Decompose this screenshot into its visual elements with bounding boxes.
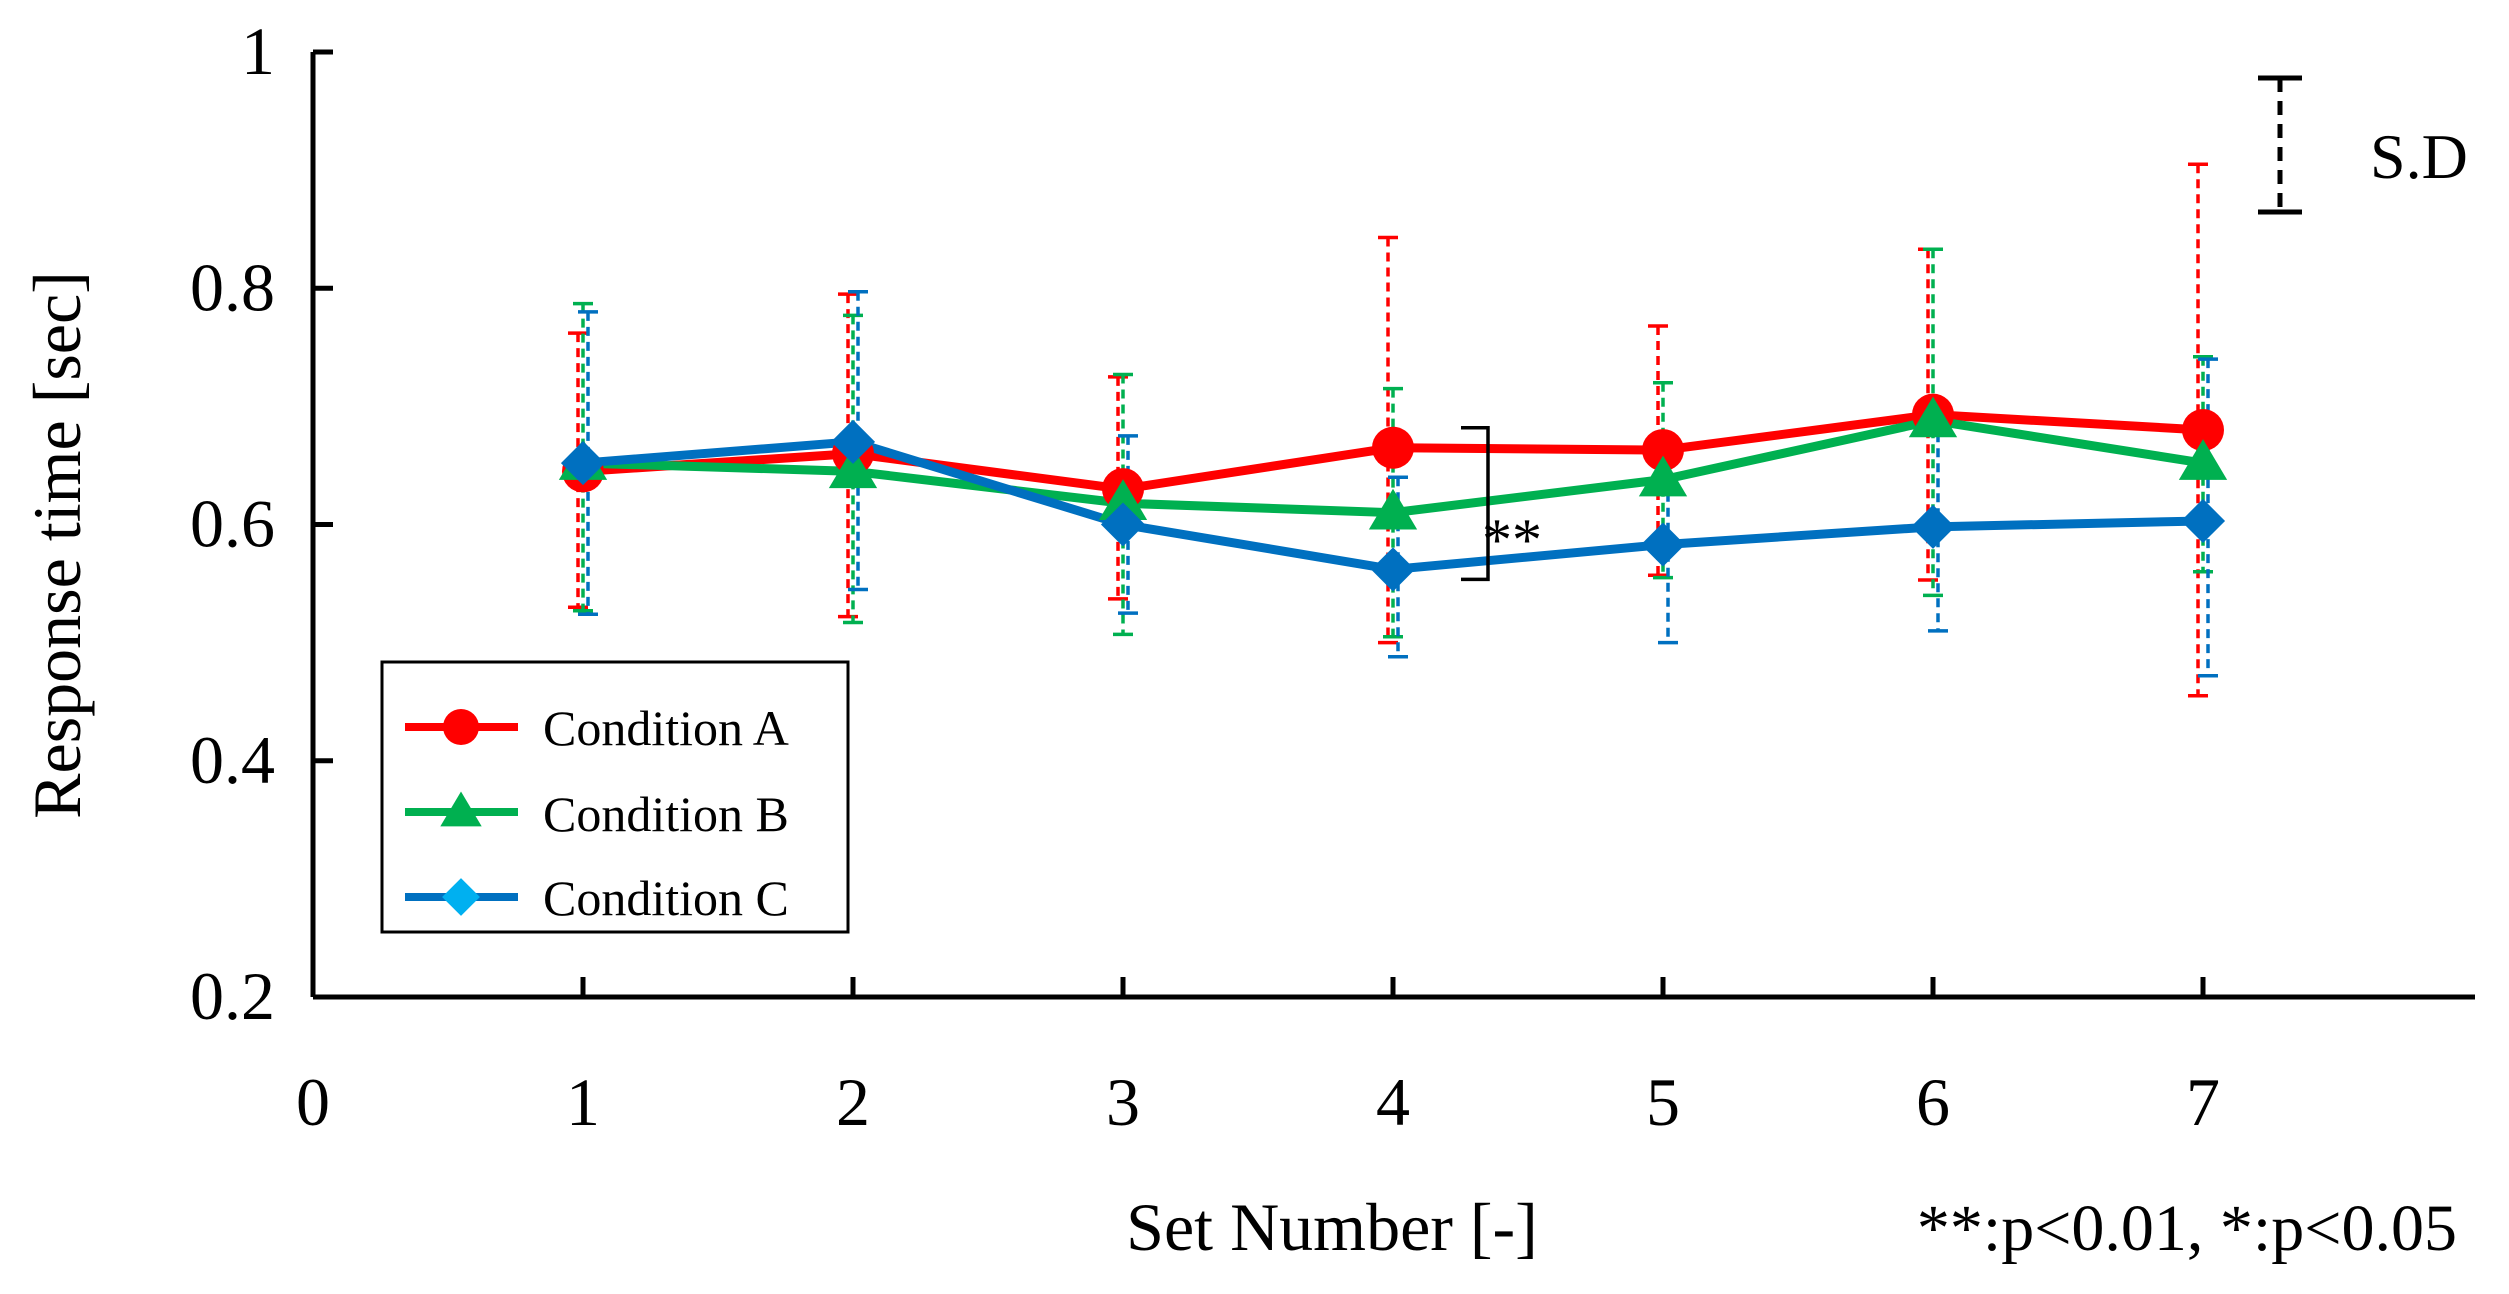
legend-label-condition-b: Condition B — [543, 786, 789, 842]
data-point-triangle-7 — [2178, 439, 2228, 480]
legend-marker-diamond — [442, 878, 480, 916]
sd-legend: S.D — [2258, 75, 2468, 215]
legend-marker-triangle — [440, 791, 482, 827]
x-tick-label: 5 — [1646, 1064, 1680, 1140]
data-point-diamond-5 — [1640, 522, 1686, 567]
x-tick-label: 1 — [566, 1064, 600, 1140]
y-tick-label: 0.6 — [190, 486, 275, 562]
data-point-triangle-4 — [1368, 488, 1418, 530]
data-point-diamond-4 — [1370, 547, 1416, 592]
significance-label: ** — [1482, 507, 1542, 573]
legend-label-condition-a: Condition A — [543, 700, 789, 756]
annotations — [1461, 425, 1490, 582]
y-tick-label: 0.8 — [190, 249, 275, 325]
x-tick-label: 3 — [1106, 1064, 1140, 1140]
legend: Condition A Condition B Condition C — [380, 660, 850, 934]
x-axis-title: Set Number [-] — [1126, 1189, 1538, 1265]
legend-label-condition-c: Condition C — [543, 870, 789, 926]
data-point-circle-4 — [1372, 426, 1414, 469]
y-tick-label: 1 — [241, 13, 275, 89]
x-tick-label: 2 — [836, 1064, 870, 1140]
data-point-triangle-2 — [828, 447, 878, 489]
data-point-diamond-1 — [560, 441, 606, 486]
data-point-triangle-6 — [1908, 396, 1958, 438]
data-point-diamond-3 — [1100, 502, 1146, 547]
axes: 0.2 0.4 0.6 0.8 1 0 1 2 3 4 5 6 7 — [190, 13, 2475, 1140]
p-value-note: **:p<0.01, *:p<0.05 — [1917, 1192, 2457, 1265]
series-markers — [558, 393, 2228, 592]
x-tick-label: 7 — [2186, 1064, 2220, 1140]
data-point-circle-7 — [2182, 409, 2224, 451]
data-point-triangle-5 — [1638, 455, 1688, 497]
data-point-circle-5 — [1642, 429, 1684, 472]
sd-legend-label: S.D — [2370, 121, 2468, 192]
y-tick-label: 0.4 — [190, 722, 275, 798]
x-tick-label: 6 — [1916, 1064, 1950, 1140]
y-axis-title: Response time [sec] — [19, 271, 95, 819]
x-tick-label: 4 — [1376, 1064, 1410, 1140]
data-point-diamond-7 — [2180, 498, 2226, 544]
significance-bracket — [1461, 425, 1490, 582]
legend-marker-circle — [443, 709, 479, 745]
legend-items — [405, 709, 518, 916]
y-tick-label: 0.2 — [190, 958, 275, 1034]
data-point-diamond-6 — [1910, 504, 1956, 549]
x-tick-label: 0 — [296, 1064, 330, 1140]
data-point-triangle-3 — [1098, 479, 1148, 520]
data-point-diamond-2 — [830, 419, 876, 464]
